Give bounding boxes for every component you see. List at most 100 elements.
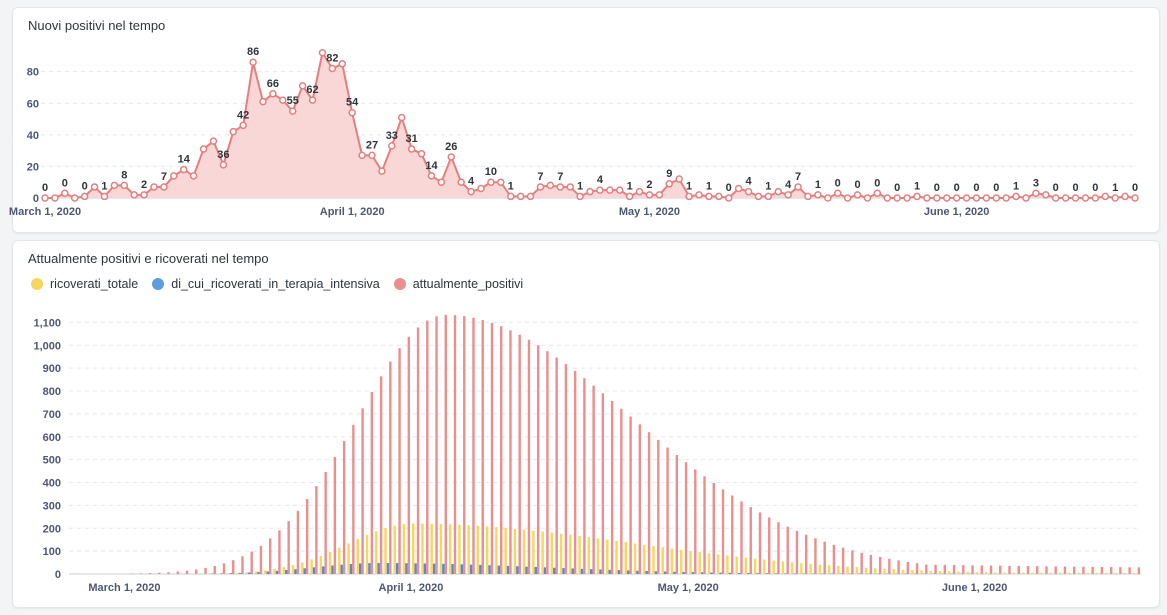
data-point bbox=[675, 175, 683, 183]
data-point bbox=[150, 183, 158, 191]
data-label: 1 bbox=[101, 180, 107, 192]
bar-attualmente_positivi bbox=[426, 320, 429, 574]
bar-attualmente_positivi bbox=[435, 316, 438, 574]
bar-attualmente_positivi bbox=[647, 432, 651, 574]
bar-ricoverati_totale bbox=[920, 570, 923, 574]
bar-ricoverati_totale bbox=[495, 527, 498, 574]
bar-attualmente_positivi bbox=[555, 357, 558, 574]
y-tick-label: 60 bbox=[27, 98, 39, 110]
data-point bbox=[437, 178, 446, 186]
data-point bbox=[80, 192, 89, 201]
bar-attualmente_positivi bbox=[1082, 566, 1085, 574]
data-point bbox=[1042, 191, 1050, 199]
legend-item-attualmente-positivi[interactable]: attualmente_positivi bbox=[393, 277, 523, 291]
data-label: 0 bbox=[954, 182, 960, 194]
data-point bbox=[635, 187, 644, 196]
bar-attualmente_positivi bbox=[500, 326, 503, 574]
data-point bbox=[358, 151, 366, 160]
bar-attualmente_positivi bbox=[601, 393, 605, 574]
data-point bbox=[497, 178, 505, 186]
bar-ricoverati_totale bbox=[707, 553, 711, 574]
bar-attualmente_positivi bbox=[490, 322, 494, 574]
bar-di_cui_ricoverati_in_terapia_intensiva bbox=[349, 563, 353, 574]
data-point bbox=[506, 192, 515, 201]
bar-ricoverati_totale bbox=[670, 548, 674, 574]
bar-attualmente_positivi bbox=[721, 489, 725, 574]
bar-ricoverati_totale bbox=[449, 524, 452, 574]
bar-attualmente_positivi bbox=[620, 408, 623, 574]
legend-item-ricoverati-totale[interactable]: ricoverati_totale bbox=[31, 277, 138, 291]
data-label: 82 bbox=[326, 53, 338, 65]
data-point bbox=[269, 90, 277, 98]
bar-ricoverati_totale bbox=[430, 523, 433, 574]
bar-attualmente_positivi bbox=[777, 522, 780, 574]
data-label: 86 bbox=[247, 46, 259, 58]
data-point bbox=[596, 186, 604, 194]
data-point bbox=[249, 58, 257, 66]
bar-attualmente_positivi bbox=[731, 495, 734, 574]
bar-attualmente_positivi bbox=[610, 400, 614, 574]
legend-label: di_cui_ricoverati_in_terapia_intensiva bbox=[171, 277, 380, 291]
data-point bbox=[1121, 192, 1129, 201]
bar-ricoverati_totale bbox=[985, 572, 988, 574]
bar-attualmente_positivi bbox=[795, 530, 799, 574]
bar-attualmente_positivi bbox=[379, 376, 383, 574]
data-label: 7 bbox=[537, 171, 543, 183]
bar-attualmente_positivi bbox=[934, 564, 937, 574]
data-point bbox=[724, 194, 733, 202]
data-point bbox=[1051, 194, 1060, 202]
bar-attualmente_positivi bbox=[860, 552, 863, 574]
bar-attualmente_positivi bbox=[989, 565, 993, 574]
data-point bbox=[824, 194, 832, 202]
bar-attualmente_positivi bbox=[1017, 565, 1020, 574]
legend-item-terapia-intensiva[interactable]: di_cui_ricoverati_in_terapia_intensiva bbox=[152, 277, 380, 291]
bar-attualmente_positivi bbox=[352, 424, 355, 574]
bar-attualmente_positivi bbox=[453, 315, 457, 574]
data-point bbox=[229, 127, 238, 136]
data-label: 4 bbox=[745, 176, 752, 188]
bar-attualmente_positivi bbox=[888, 558, 891, 574]
bar-ricoverati_totale bbox=[818, 564, 822, 574]
x-tick-label: June 1, 2020 bbox=[942, 582, 1007, 594]
bar-ricoverati_totale bbox=[615, 540, 618, 574]
bar-attualmente_positivi bbox=[675, 454, 679, 574]
bar-ricoverati_totale bbox=[273, 568, 276, 574]
bar-ricoverati_totale bbox=[421, 523, 424, 574]
bar-attualmente_positivi bbox=[361, 408, 364, 574]
data-label: 0 bbox=[1092, 182, 1098, 194]
bar-attualmente_positivi bbox=[296, 510, 300, 574]
bar-ricoverati_totale bbox=[827, 565, 831, 574]
legend-label: ricoverati_totale bbox=[50, 277, 139, 291]
bar-ricoverati_totale bbox=[1003, 572, 1006, 574]
bar-attualmente_positivi bbox=[666, 447, 669, 574]
bar-ricoverati_totale bbox=[1114, 572, 1117, 574]
bar-attualmente_positivi bbox=[546, 351, 549, 574]
chart-card-nuovi-positivi: Nuovi positivi nel tempo 0 20 40 60 80 0 0 0 1 8 2… bbox=[9, 7, 1160, 233]
bar-di_cui_ricoverati_in_terapia_intensiva bbox=[414, 563, 417, 574]
bar-di_cui_ricoverati_in_terapia_intensiva bbox=[553, 567, 556, 574]
bar-di_cui_ricoverati_in_terapia_intensiva bbox=[534, 566, 537, 574]
bar-di_cui_ricoverati_in_terapia_intensiva bbox=[571, 568, 574, 574]
data-point bbox=[1111, 194, 1119, 202]
bar-attualmente_positivi bbox=[592, 385, 595, 574]
data-label: 4 bbox=[785, 179, 792, 191]
data-label: 62 bbox=[306, 84, 318, 96]
bar-attualmente_positivi bbox=[259, 545, 263, 574]
bar-di_cui_ricoverati_in_terapia_intensiva bbox=[423, 563, 427, 574]
data-point bbox=[338, 60, 347, 68]
bar-di_cui_ricoverati_in_terapia_intensiva bbox=[257, 572, 260, 574]
bar-ricoverati_totale bbox=[790, 562, 794, 574]
bar-attualmente_positivi bbox=[167, 572, 170, 574]
bar-attualmente_positivi bbox=[694, 469, 697, 574]
bar-ricoverati_totale bbox=[883, 568, 886, 574]
y-tick-label: 0 bbox=[33, 193, 39, 205]
data-point bbox=[933, 194, 941, 202]
bar-attualmente_positivi bbox=[1137, 567, 1141, 574]
data-point bbox=[61, 189, 69, 198]
data-point bbox=[1101, 192, 1110, 201]
bar-di_cui_ricoverati_in_terapia_intensiva bbox=[469, 564, 473, 574]
data-label: 9 bbox=[666, 168, 672, 180]
bar-ricoverati_totale bbox=[948, 571, 951, 574]
data-point bbox=[447, 153, 456, 161]
bar-ricoverati_totale bbox=[245, 572, 249, 574]
